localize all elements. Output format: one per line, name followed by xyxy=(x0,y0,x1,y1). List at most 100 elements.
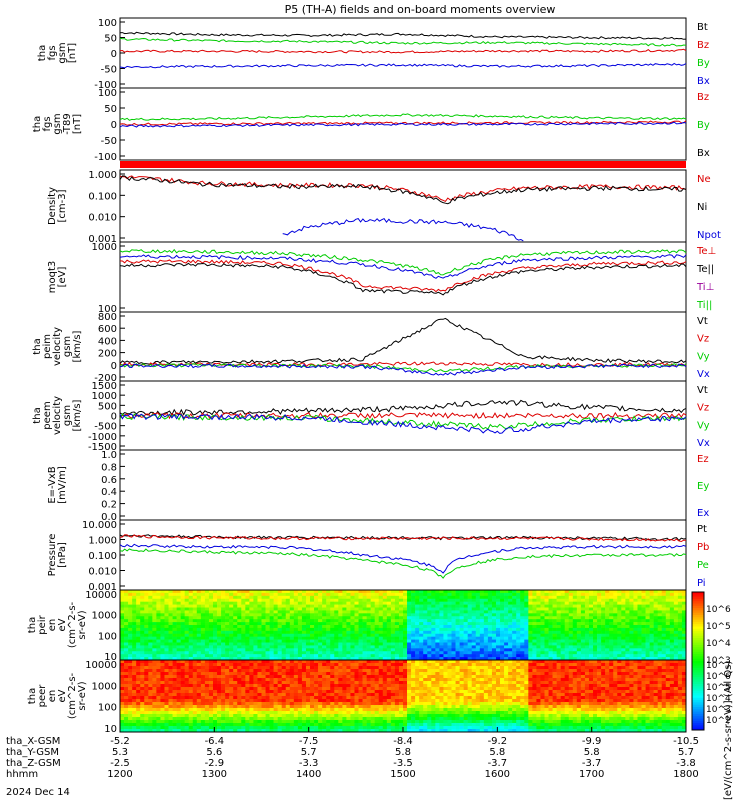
heatmap-cell xyxy=(330,675,335,679)
heatmap-cell xyxy=(471,636,477,640)
heatmap-cell xyxy=(310,607,315,611)
heatmap-cell xyxy=(633,630,638,635)
heatmap-cell xyxy=(277,723,283,727)
heatmap-cell xyxy=(172,604,177,608)
heatmap-cell xyxy=(536,604,541,608)
heatmap-cell xyxy=(334,651,339,655)
heatmap-cell xyxy=(168,729,173,733)
heatmap-cell xyxy=(354,696,359,700)
heatmap-cell xyxy=(152,660,157,664)
heatmap-cell xyxy=(491,616,497,620)
heatmap-cell xyxy=(455,598,460,602)
heatmap-cell xyxy=(204,702,210,706)
heatmap-cell xyxy=(580,654,586,658)
heatmap-cell xyxy=(504,619,509,623)
heatmap-cell xyxy=(208,696,214,700)
heatmap-cell xyxy=(504,622,509,626)
heatmap-cell xyxy=(528,613,533,617)
heatmap-cell xyxy=(281,666,287,670)
heatmap-cell xyxy=(322,616,327,620)
heatmap-cell xyxy=(188,648,194,652)
heatmap-cell xyxy=(180,619,185,623)
heatmap-cell xyxy=(411,595,416,600)
heatmap-cell xyxy=(362,610,367,614)
heatmap-cell xyxy=(350,687,355,691)
heatmap-cell xyxy=(451,601,456,605)
heatmap-cell xyxy=(225,613,230,617)
heatmap-cell xyxy=(411,592,416,597)
heatmap-cell xyxy=(520,636,525,640)
heatmap-cell xyxy=(645,627,650,632)
heatmap-cell xyxy=(305,684,311,688)
heatmap-cell xyxy=(281,708,287,712)
heatmap-cell xyxy=(221,720,226,724)
heatmap-cell xyxy=(544,639,549,643)
heatmap-cell xyxy=(508,654,513,658)
heatmap-cell xyxy=(257,684,262,688)
heatmap-cell xyxy=(297,651,303,655)
heatmap-cell xyxy=(140,690,145,694)
heatmap-cell xyxy=(257,607,262,611)
heatmap-cell xyxy=(617,607,622,611)
heatmap-cell xyxy=(152,607,157,611)
heatmap-cell xyxy=(621,622,626,626)
ytick-label-fgs_dip: -100 xyxy=(94,152,117,163)
heatmap-cell xyxy=(293,595,299,600)
heatmap-cell xyxy=(322,633,327,637)
heatmap-cell xyxy=(334,660,339,664)
heatmap-cell xyxy=(605,601,610,605)
heatmap-cell xyxy=(633,648,638,652)
heatmap-cell xyxy=(588,601,594,605)
heatmap-cell xyxy=(326,693,331,697)
heatmap-cell xyxy=(277,672,283,676)
heatmap-cell xyxy=(564,654,570,658)
heatmap-cell xyxy=(265,720,270,724)
heatmap-cell xyxy=(398,625,404,629)
heatmap-cell xyxy=(144,595,149,600)
heatmap-cell xyxy=(568,619,574,623)
heatmap-cell xyxy=(180,696,185,700)
heatmap-cell xyxy=(132,684,137,688)
heatmap-cell xyxy=(212,604,218,608)
heatmap-cell xyxy=(277,693,283,697)
heatmap-cell xyxy=(463,592,468,597)
heatmap-cell xyxy=(124,699,129,703)
heatmap-cell xyxy=(172,630,177,635)
heatmap-cell xyxy=(289,717,295,721)
heatmap-cell xyxy=(504,651,509,655)
heatmap-cell xyxy=(483,636,489,640)
heatmap-cell xyxy=(459,601,464,605)
heatmap-cell xyxy=(172,633,177,637)
heatmap-cell xyxy=(350,675,355,679)
heatmap-cell xyxy=(338,699,343,703)
heatmap-cell xyxy=(467,630,473,635)
heatmap-cell xyxy=(447,651,452,655)
heatmap-cell xyxy=(297,729,303,733)
heatmap-cell xyxy=(314,607,319,611)
heatmap-cell xyxy=(318,610,323,614)
heatmap-cell xyxy=(124,622,129,626)
heatmap-cell xyxy=(229,601,234,605)
heatmap-cell xyxy=(152,693,157,697)
heatmap-cell xyxy=(495,630,501,635)
heatmap-cell xyxy=(564,645,570,649)
heatmap-cell xyxy=(277,678,283,682)
heatmap-cell xyxy=(160,711,165,715)
heatmap-cell xyxy=(633,619,638,623)
heatmap-cell xyxy=(483,642,489,646)
heatmap-cell xyxy=(140,702,145,706)
heatmap-cell xyxy=(322,654,327,658)
heatmap-cell xyxy=(641,645,646,649)
heatmap-cell xyxy=(576,610,582,614)
heatmap-cell xyxy=(483,619,489,623)
heatmap-cell xyxy=(451,633,456,637)
heatmap-cell xyxy=(544,604,549,608)
heatmap-cell xyxy=(374,595,380,600)
heatmap-cell xyxy=(334,684,339,688)
heatmap-cell xyxy=(176,613,181,617)
heatmap-cell xyxy=(358,657,363,661)
heatmap-cell xyxy=(443,625,448,629)
heatmap-cell xyxy=(261,726,266,730)
heatmap-cell xyxy=(192,690,198,694)
heatmap-cell xyxy=(124,711,129,715)
